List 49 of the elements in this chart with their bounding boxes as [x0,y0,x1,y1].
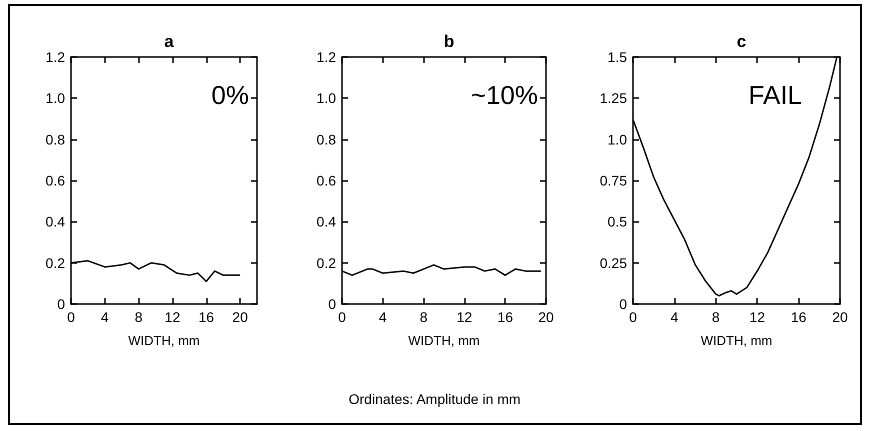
y-tick-label: 0.2 [316,254,336,271]
y-tick-label: 1.5 [608,49,628,65]
y-tick-label: 0.5 [608,214,628,230]
x-tick-label: 8 [712,309,720,325]
y-tick-label: 0.25 [600,254,628,271]
text: Ordinates: Amplitude in mm [348,391,521,407]
annotation: 0% [211,80,249,110]
chart-title: b [444,32,454,51]
y-tick-label: 1.2 [46,49,66,65]
x-tick-label: 12 [456,309,472,325]
x-tick-label: 8 [134,309,143,325]
chart-title: c [736,32,746,51]
x-tick-label: 4 [100,309,109,325]
x-tick-label: 20 [232,309,248,325]
y-tick-label: 0.8 [316,131,336,148]
x-tick-label: 12 [749,309,766,325]
annotation: FAIL [748,80,802,110]
x-tick-label: 12 [164,309,180,325]
y-tick-label: 0.8 [46,131,66,148]
y-tick-label: 0.4 [316,214,336,230]
y-tick-label: 0.2 [46,254,66,271]
y-tick-label: 0 [619,296,628,312]
x-tick-label: 4 [378,309,387,325]
x-axis-title: WIDTH, mm [128,333,200,348]
annotation: ~10% [470,80,538,110]
y-tick-label: 0 [328,296,336,312]
x-tick-label: 20 [538,309,554,325]
y-tick-label: 0 [57,296,66,312]
y-tick-label: 0.4 [46,214,66,230]
x-tick-label: 16 [497,309,514,325]
x-tick-label: 16 [790,309,807,325]
x-tick-label: 0 [629,309,638,325]
y-tick-label: 1.0 [46,90,66,106]
y-tick-label: 1.25 [600,90,628,106]
y-tick-label: 0.75 [600,172,628,188]
y-tick-label: 0.6 [46,172,66,188]
y-tick-label: 0.6 [316,172,336,188]
y-tick-label: 1.0 [316,90,336,106]
x-tick-label: 0 [338,309,346,325]
x-tick-label: 0 [67,309,76,325]
x-axis-title: WIDTH, mm [700,333,772,348]
x-tick-label: 8 [420,309,428,325]
y-tick-label: 1.0 [608,131,628,148]
y-tick-label: 1.2 [316,49,336,65]
chart-title: a [164,32,174,51]
x-axis-title: WIDTH, mm [408,333,480,348]
x-tick-label: 4 [670,309,678,325]
x-tick-label: 20 [832,309,848,325]
x-tick-label: 16 [198,309,214,325]
